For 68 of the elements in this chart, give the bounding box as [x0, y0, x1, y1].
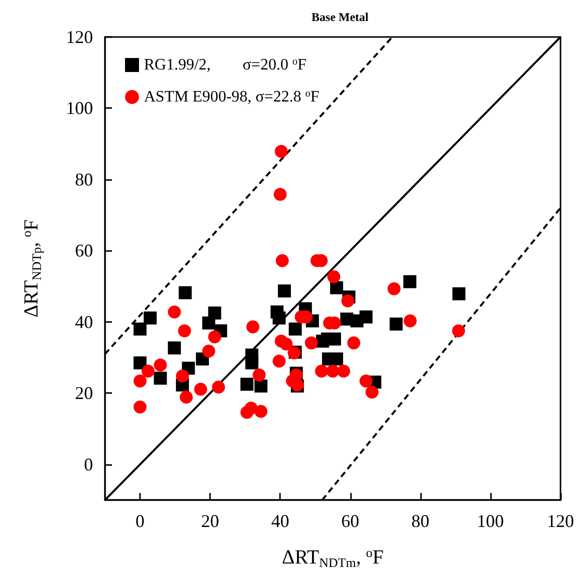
point	[278, 284, 291, 298]
point	[272, 354, 286, 368]
point	[280, 338, 293, 350]
point	[341, 294, 354, 308]
point	[328, 332, 341, 346]
point	[168, 305, 181, 318]
point	[326, 364, 340, 378]
point	[403, 275, 416, 288]
x-tick-label: 60	[341, 511, 360, 531]
y-tick-label: 120	[66, 27, 93, 47]
chart-title: Base Metal	[312, 10, 370, 24]
point	[144, 312, 157, 325]
point	[168, 341, 181, 354]
point	[202, 316, 216, 330]
y-tick-label: 80	[75, 169, 93, 190]
point	[154, 372, 167, 385]
point	[178, 286, 192, 300]
point	[180, 390, 193, 404]
point	[176, 370, 189, 383]
point	[208, 330, 222, 344]
point	[178, 324, 192, 338]
point	[274, 188, 287, 201]
point	[134, 322, 147, 336]
point	[272, 312, 286, 325]
y-tick-label: 60	[75, 240, 93, 261]
point	[452, 324, 466, 338]
x-tick-label: 40	[271, 511, 290, 531]
y-axis-title: ΔRTNDTp, oF	[19, 219, 44, 318]
point	[330, 352, 344, 366]
y-tick-label: 40	[75, 312, 93, 332]
point	[212, 380, 226, 394]
point	[288, 322, 302, 336]
point	[388, 282, 401, 296]
x-tick-label: 20	[201, 511, 220, 531]
x-tick-label: 100	[476, 511, 504, 531]
point	[330, 281, 344, 294]
point	[452, 287, 466, 300]
point	[304, 336, 318, 350]
point	[254, 380, 268, 393]
point	[315, 364, 328, 378]
point	[202, 344, 216, 358]
point	[240, 378, 254, 391]
point	[276, 254, 289, 268]
x-tick-label: 80	[411, 511, 430, 531]
point	[246, 320, 260, 334]
x-tick-label: 0	[136, 511, 145, 531]
point	[360, 374, 373, 388]
point	[154, 358, 167, 372]
point	[337, 364, 350, 378]
y-tick-label: 20	[75, 383, 93, 404]
point	[134, 374, 147, 388]
point	[254, 404, 268, 418]
point	[360, 310, 373, 324]
x-tick-label: 120	[547, 511, 574, 531]
point	[390, 318, 403, 331]
point	[194, 382, 208, 396]
y-tick-label: 0	[84, 454, 93, 474]
point	[404, 314, 417, 328]
point	[327, 270, 340, 284]
point	[245, 356, 258, 370]
point	[142, 364, 155, 378]
point	[347, 336, 360, 350]
point	[274, 144, 288, 158]
point	[252, 368, 266, 382]
point	[366, 386, 378, 399]
point	[134, 356, 147, 370]
y-tick-label: 100	[66, 98, 93, 118]
point	[134, 400, 147, 414]
